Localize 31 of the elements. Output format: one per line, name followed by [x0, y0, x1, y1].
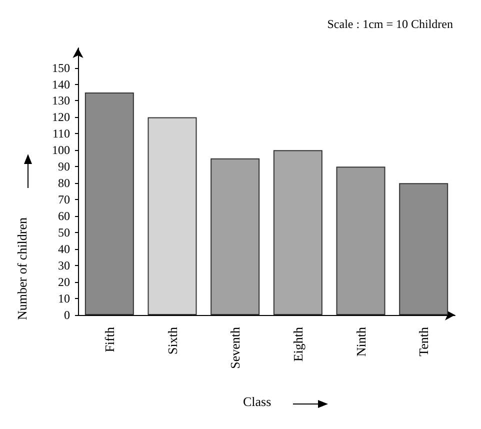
x-tick-label: Eighth [290, 326, 306, 362]
y-tick-label: 130 [52, 94, 70, 108]
bar [273, 150, 322, 315]
y-tick-label: 60 [58, 209, 70, 224]
y-tick-label: 100 [52, 143, 70, 158]
y-tick-label: 40 [58, 242, 70, 256]
y-tick-label: 90 [58, 160, 70, 174]
y-tick-label: 140 [52, 77, 70, 92]
y-tick-label: 80 [58, 176, 70, 190]
y-axis-title: Number of children [14, 216, 30, 320]
x-tick-label: Ninth [353, 326, 368, 357]
y-tick-label: 50 [58, 226, 70, 240]
bar [84, 92, 134, 315]
bar [148, 117, 197, 315]
y-tick-label: 30 [58, 258, 70, 273]
y-tick-label: 0 [64, 308, 70, 322]
y-tick-label: 110 [52, 126, 70, 141]
y-tick-label: 20 [58, 275, 70, 290]
y-tick-label: 70 [58, 192, 70, 207]
x-axis-title: Class [243, 394, 272, 409]
text: Scale : 1cm = 10 Children [327, 17, 454, 31]
x-tick-label: Seventh [228, 326, 243, 369]
y-tick-label: 120 [52, 110, 70, 124]
y-tick-label: 150 [52, 60, 70, 75]
y-tick-label: 10 [58, 292, 70, 306]
bar [399, 183, 448, 315]
bar [210, 158, 260, 315]
x-tick-label: Sixth [164, 326, 180, 354]
x-tick-label: Tenth [416, 326, 432, 356]
bar [336, 166, 386, 315]
x-tick-label: Fifth [102, 326, 117, 352]
